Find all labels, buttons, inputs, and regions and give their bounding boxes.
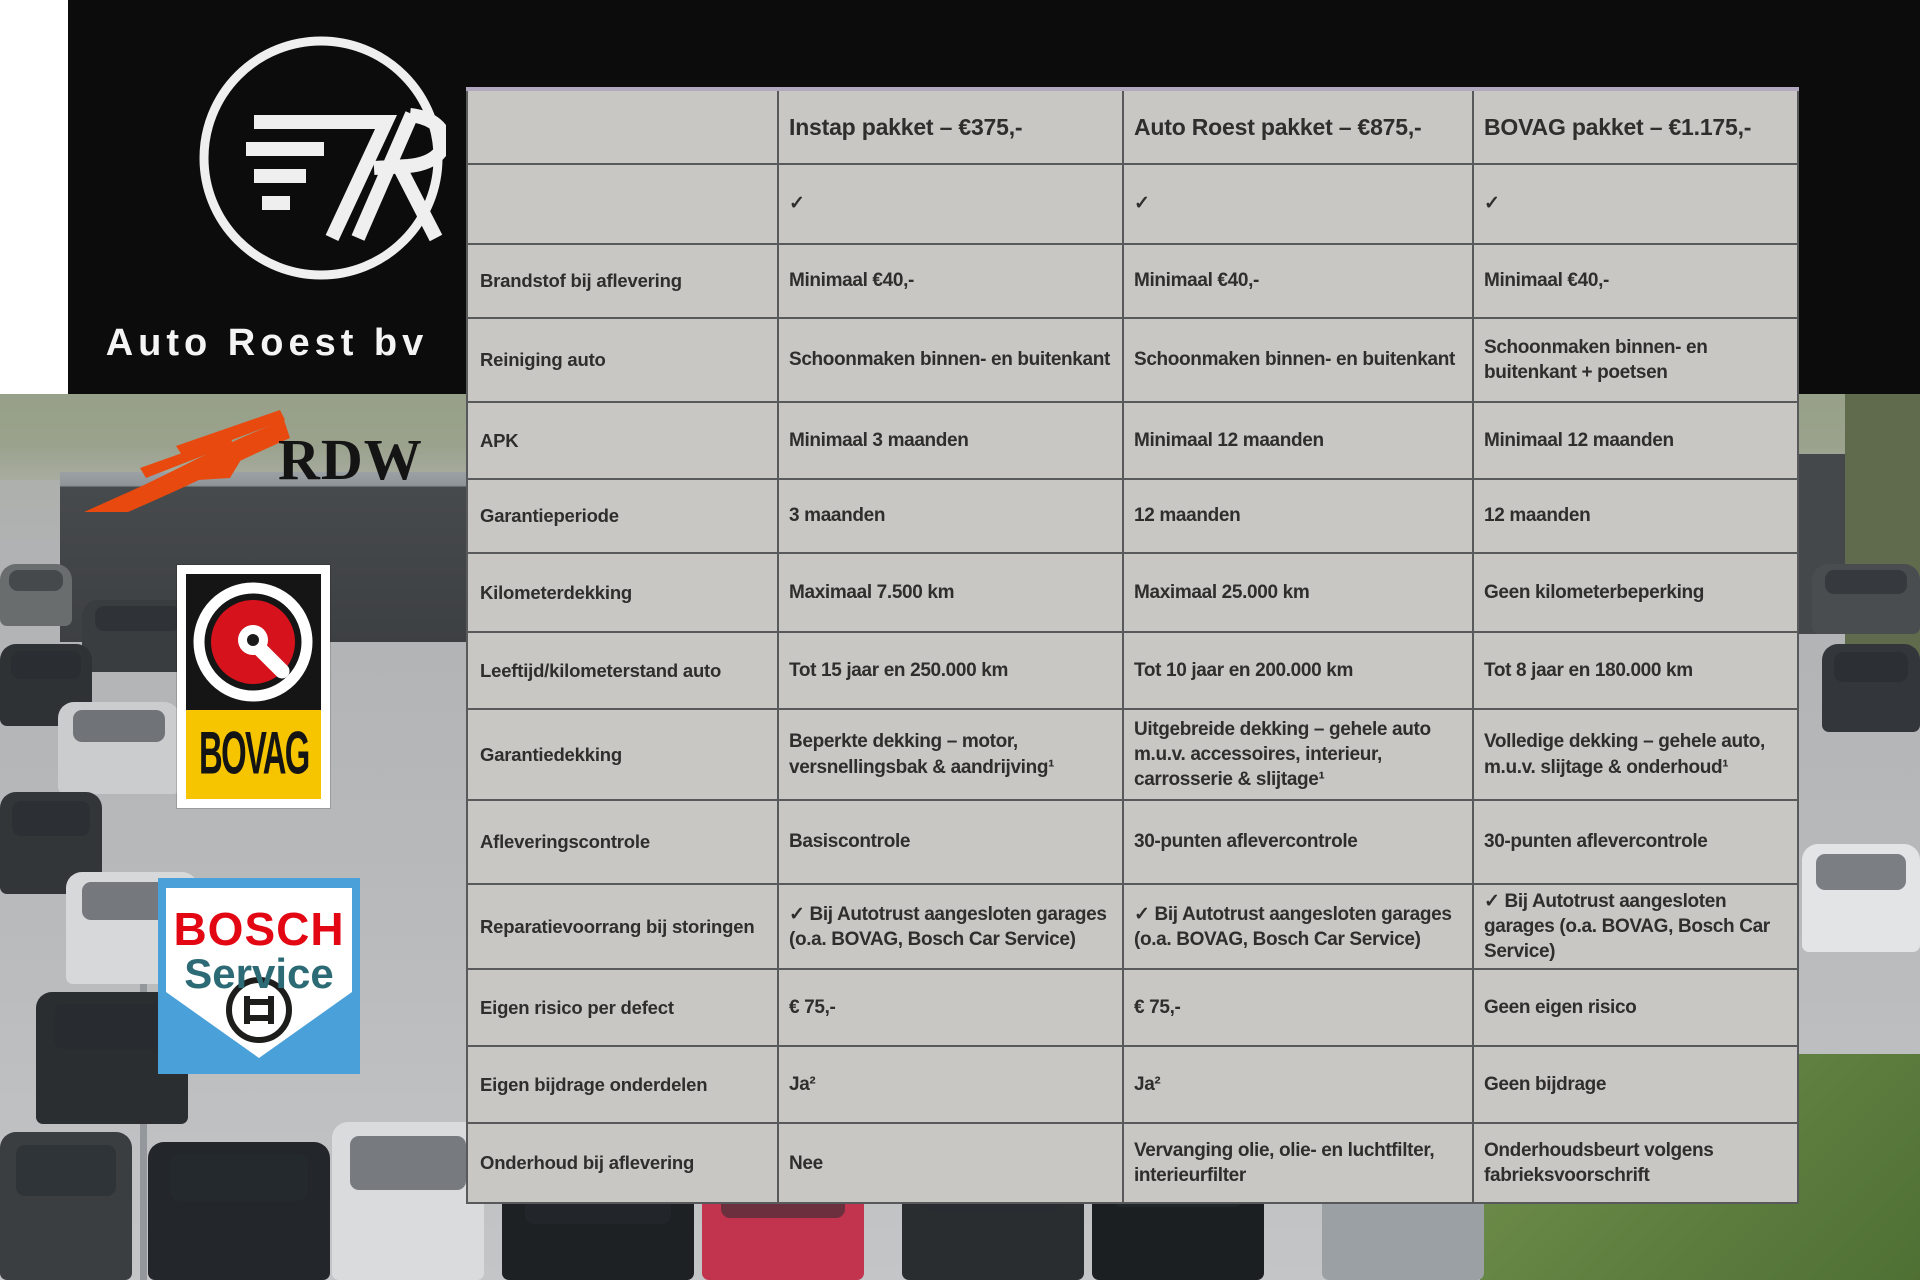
bosch-service-logo: BOSCH Service <box>158 878 360 1074</box>
row-label: Eigen risico per defect <box>466 968 779 1048</box>
cell: Minimaal €40,- <box>1122 243 1474 319</box>
cell: Tot 10 jaar en 200.000 km <box>1122 631 1474 710</box>
table-row: ✓ ✓ ✓ <box>466 163 1799 245</box>
cell: € 75,- <box>1122 968 1474 1048</box>
cell: 30-punten aflevercontrole <box>1472 799 1799 885</box>
cell: Minimaal 3 maanden <box>777 401 1124 480</box>
row-label: Reiniging auto <box>466 317 779 403</box>
car-shape <box>0 564 72 626</box>
table-row: Eigen risico per defect € 75,- € 75,- Geen … <box>466 968 1799 1048</box>
table-row: Eigen bijdrage onderdelen Ja² Ja² Geen bijd… <box>466 1045 1799 1125</box>
cell: Ja² <box>777 1045 1124 1125</box>
auto-roest-monogram-icon <box>199 36 446 280</box>
row-label: Garantiedekking <box>466 708 779 801</box>
row-label: Brandstof bij aflevering <box>466 243 779 319</box>
bovag-emblem-icon <box>186 574 321 710</box>
cell: 12 maanden <box>1122 478 1474 554</box>
cell: ✓ Bij Autotrust aangesloten garages (o.a… <box>777 882 1124 971</box>
car-shape <box>1802 844 1920 952</box>
header-row: Instap pakket – €375,- Auto Roest pakket … <box>466 88 1799 165</box>
car-shape <box>1812 564 1920 634</box>
cell: € 75,- <box>777 968 1124 1048</box>
table-row: Reiniging auto Schoonmaken binnen- en bui… <box>466 317 1799 403</box>
table-row: Leeftijd/kilometerstand auto Tot 15 jaar … <box>466 631 1799 710</box>
cell: 3 maanden <box>777 478 1124 554</box>
cell: ✓ Bij Autotrust aangesloten garages (o.a… <box>1122 882 1474 971</box>
rdw-wing-icon <box>84 410 290 512</box>
table-row: Afleveringscontrole Basiscontrole 30-punte… <box>466 799 1799 885</box>
cell: Minimaal €40,- <box>777 243 1124 319</box>
bosch-service-label: Service <box>184 950 334 997</box>
cell: Schoonmaken binnen- en buitenkant + poet… <box>1472 317 1799 403</box>
bosch-label: BOSCH <box>173 903 345 955</box>
cell: ✓ <box>1472 163 1799 245</box>
cell: Onderhoudsbeurt volgens fabrieksvoorschr… <box>1472 1122 1799 1205</box>
table-row: Reparatievoorrang bij storingen ✓ Bij Aut… <box>466 882 1799 971</box>
cell: Minimaal €40,- <box>1472 243 1799 319</box>
bovag-label: BOVAG <box>198 720 310 787</box>
table-row: Kilometerdekking Maximaal 7.500 km Maximaa… <box>466 552 1799 633</box>
cell: ✓ <box>1122 163 1474 245</box>
row-label: Eigen bijdrage onderdelen <box>466 1045 779 1125</box>
comparison-table-wrapper: Instap pakket – €375,- Auto Roest pakket … <box>466 87 1799 1205</box>
table-row: Onderhoud bij aflevering Nee Vervanging ol… <box>466 1122 1799 1205</box>
cell: 30-punten aflevercontrole <box>1122 799 1474 885</box>
cell: Geen eigen risico <box>1472 968 1799 1048</box>
cell: Schoonmaken binnen- en buitenkant <box>777 317 1124 403</box>
row-label: Kilometerdekking <box>466 552 779 633</box>
cell: ✓ <box>777 163 1124 245</box>
cell: Maximaal 7.500 km <box>777 552 1124 633</box>
row-label: APK <box>466 401 779 480</box>
cell: Tot 8 jaar en 180.000 km <box>1472 631 1799 710</box>
cell: Minimaal 12 maanden <box>1122 401 1474 480</box>
rdw-label: RDW <box>278 427 423 492</box>
column-header: Instap pakket – €375,- <box>777 88 1124 165</box>
column-header: BOVAG pakket – €1.175,- <box>1472 88 1799 165</box>
cell: Nee <box>777 1122 1124 1205</box>
cell: Ja² <box>1122 1045 1474 1125</box>
row-label: Afleveringscontrole <box>466 799 779 885</box>
pakket-table: Instap pakket – €375,- Auto Roest pakket … <box>466 87 1799 1205</box>
corner-cell <box>466 88 779 165</box>
rdw-logo: RDW <box>80 408 422 518</box>
car-shape <box>1822 644 1920 732</box>
cell: Vervanging olie, olie- en luchtfilter, i… <box>1122 1122 1474 1205</box>
car-shape <box>82 600 194 672</box>
car-shape <box>58 702 180 794</box>
column-header: Auto Roest pakket – €875,- <box>1122 88 1474 165</box>
table-row: Garantiedekking Beperkte dekking – motor,… <box>466 708 1799 801</box>
table-row: Garantieperiode 3 maanden 12 maanden 12 maa… <box>466 478 1799 554</box>
row-label: Reparatievoorrang bij storingen <box>466 882 779 971</box>
auto-roest-logo: Auto Roest bv <box>68 0 466 394</box>
cell: Uitgebreide dekking – gehele auto m.u.v.… <box>1122 708 1474 801</box>
bovag-logo: BOVAG <box>177 565 330 808</box>
brand-name: Auto Roest bv <box>105 322 429 364</box>
row-label: Leeftijd/kilometerstand auto <box>466 631 779 710</box>
bosch-shield-icon <box>166 888 352 1058</box>
cell: Geen kilometerbeperking <box>1472 552 1799 633</box>
cell: Beperkte dekking – motor, versnellingsba… <box>777 708 1124 801</box>
cell: Maximaal 25.000 km <box>1122 552 1474 633</box>
cell: Schoonmaken binnen- en buitenkant <box>1122 317 1474 403</box>
cell: ✓ Bij Autotrust aangesloten garages (o.a… <box>1472 882 1799 971</box>
cell: Basiscontrole <box>777 799 1124 885</box>
car-shape <box>0 792 102 894</box>
cell: Geen bijdrage <box>1472 1045 1799 1125</box>
cell: Volledige dekking – gehele auto, m.u.v. … <box>1472 708 1799 801</box>
car-shape <box>148 1142 330 1280</box>
table-row: Brandstof bij aflevering Minimaal €40,- Mi… <box>466 243 1799 319</box>
row-label: Onderhoud bij aflevering <box>466 1122 779 1205</box>
left-white-margin <box>0 0 68 394</box>
row-label <box>466 163 779 245</box>
cell: Tot 15 jaar en 250.000 km <box>777 631 1124 710</box>
table-row: APK Minimaal 3 maanden Minimaal 12 maanden… <box>466 401 1799 480</box>
cell: 12 maanden <box>1472 478 1799 554</box>
row-label: Garantieperiode <box>466 478 779 554</box>
car-shape <box>332 1122 484 1280</box>
cell: Minimaal 12 maanden <box>1472 401 1799 480</box>
bovag-banner: BOVAG <box>186 710 321 799</box>
car-shape <box>0 1132 132 1280</box>
